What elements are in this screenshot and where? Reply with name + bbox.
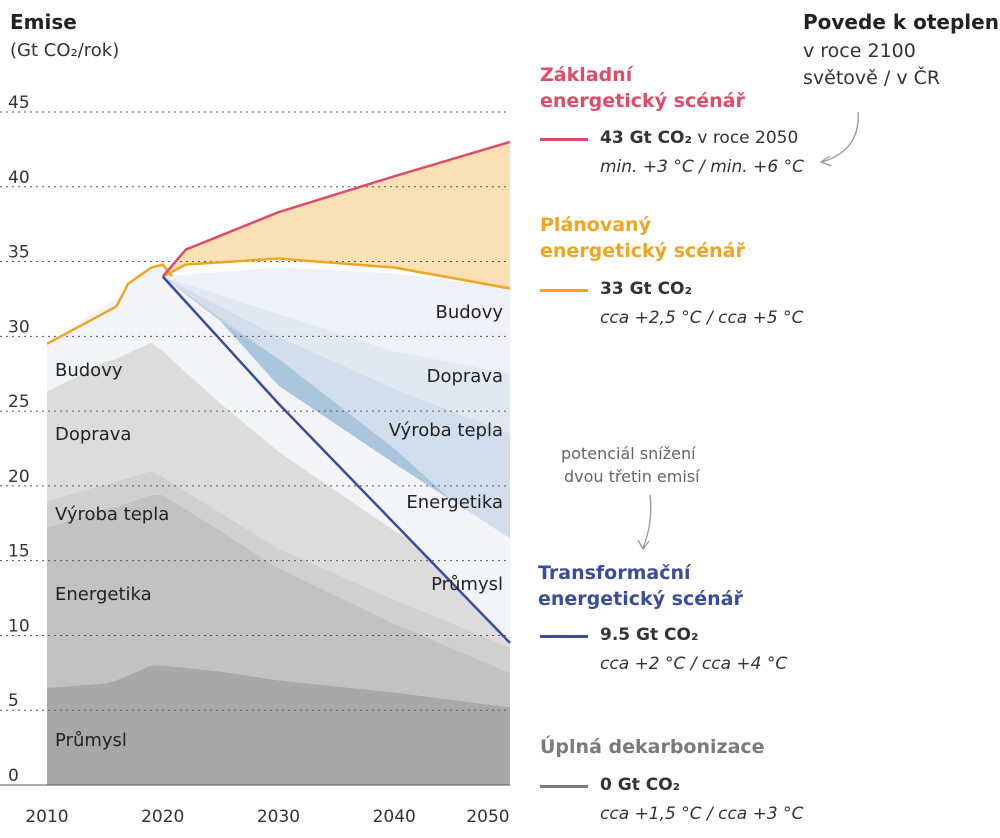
scenario-uplna-temp: cca +1,5 °C / cca +3 °C [600,804,804,824]
scenario-zakladni-value: 43 Gt CO₂ [600,128,692,148]
sector-left-label: Energetika [55,584,152,605]
y-tick-label: 20 [8,467,30,487]
scenario-planovany-title: Plánovaný energetický scénář [540,212,745,264]
warming-header-title: Povede k oteplení [803,10,1000,34]
arrow-to-zakladni-head [819,155,832,167]
scenario-transformacni-name1: Transformační [538,562,691,584]
x-tick-label: 2010 [25,807,68,827]
sector-labels: Budovy Doprava Výroba tepla Energetika Průmy… [55,302,503,751]
scenario-planovany-swatch [540,289,588,292]
arrow-to-transformacni [642,494,652,549]
scenario-transformacni-swatch [540,635,588,638]
y-tick-label: 5 [8,691,19,711]
sector-right-label: Energetika [406,492,503,513]
zakladni-gap-area [162,141,510,289]
scenario-zakladni-title: Základní energetický scénář [540,62,745,114]
annotation-line1: potenciál snížení [561,444,696,463]
x-tick-label: 2030 [257,807,300,827]
scenario-transformacni-temp: cca +2 °C / cca +4 °C [600,654,788,674]
transformacni-line [161,275,511,644]
scenario-planovany-value: 33 Gt CO₂ [600,279,692,299]
warming-header-line2: světově / v ČR [803,67,941,89]
sector-left-label: Výroba tepla [55,504,169,525]
warming-header-line1: v roce 2100 [803,40,916,62]
gridlines [0,111,510,786]
sector-left-label: Doprava [55,424,131,445]
left-area-2 [47,470,510,673]
arrow-to-transformacni-head [637,539,650,551]
axis-title: Emise [10,10,77,34]
x-tick-label: 2040 [373,807,416,827]
y-tick-label: 10 [8,616,30,636]
left-area-3 [47,342,510,648]
y-tick-label: 15 [8,542,30,562]
planovany-line [162,257,511,290]
sector-right-label: Výroba tepla [389,420,503,441]
right-area-3 [162,276,510,434]
sector-left-label: Průmysl [55,730,127,751]
right-area-4 [162,267,510,374]
scenario-zakladni-value-row: 43 Gt CO₂ v roce 2050 [600,128,798,148]
x-tick-label: 2020 [141,807,184,827]
scenario-zakladni-value-suffix: v roce 2050 [691,128,799,148]
annotation-arrows [637,111,859,551]
sector-left-label: Budovy [55,360,123,381]
y-tick-label: 0 [8,766,19,786]
sector-right-label: Průmysl [431,574,503,595]
scenario-zakladni-name1: Základní [540,64,633,86]
sector-right-label: Budovy [436,302,504,323]
scenario-uplna-value: 0 Gt CO₂ [600,775,681,795]
y-tick-label: 45 [8,93,30,113]
left-area-1 [47,494,510,708]
axis-unit: (Gt CO₂/rok) [10,40,120,61]
zakladni-planovany-gap [162,141,510,289]
scenario-transformacni-name2: energetický scénář [538,588,743,610]
x-tick-label: 2050 [466,807,509,827]
y-axis-ticks: 0 5 10 15 20 25 30 35 40 45 [8,93,30,786]
annotation-line2: dvou třetin emisí [564,467,700,486]
left-area-0 [47,665,510,785]
scenario-zakladni-name2: energetický scénář [540,90,745,112]
scenario-uplna-title: Úplná dekarbonizace [540,736,765,758]
scenario-transformacni-title: Transformační energetický scénář [538,560,743,612]
scenario-planovany-temp: cca +2,5 °C / cca +5 °C [600,308,804,328]
historical-line [46,263,173,345]
zakladni-line [161,140,511,278]
y-tick-label: 25 [8,392,30,412]
scenario-uplna-swatch [540,785,588,788]
transition-band [162,276,510,643]
arrow-to-zakladni [821,111,859,163]
x-axis-ticks: 2010 2020 2030 2040 2050 [25,807,509,827]
scenario-planovany-name2: energetický scénář [540,240,745,262]
right-area-2 [162,276,510,554]
sector-right-label: Doprava [427,366,503,387]
scenario-zakladni-temp: min. +3 °C / min. +6 °C [600,157,804,177]
y-tick-label: 40 [8,168,30,188]
scenario-zakladni-swatch [540,138,588,141]
y-tick-label: 30 [8,317,30,337]
scenario-transformacni-value: 9.5 Gt CO₂ [600,625,699,645]
right-stack-areas [162,267,510,643]
y-tick-label: 35 [8,243,30,263]
scenario-planovany-name1: Plánovaný [540,214,651,236]
scenario-lines [46,140,511,644]
